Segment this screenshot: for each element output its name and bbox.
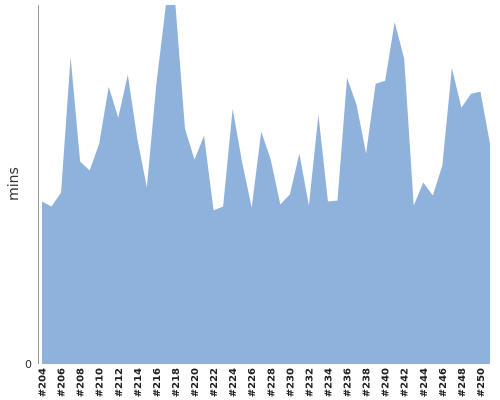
- x-tick-label: #242: [400, 368, 411, 397]
- y-tick-label: 0: [25, 358, 32, 371]
- x-axis-ticks: #204 #206 #208 #210 #212 #214 #216 #218 #220 #222…: [38, 368, 487, 397]
- x-tick-label: #222: [209, 368, 220, 397]
- x-tick-label: #236: [343, 368, 354, 397]
- x-tick-label: #216: [152, 368, 163, 397]
- y-axis-ticks: 0: [25, 358, 32, 371]
- x-tick-label: #246: [438, 368, 449, 397]
- x-tick-label: #210: [95, 368, 106, 397]
- series-area: [42, 5, 490, 364]
- x-tick-label: #244: [419, 368, 430, 397]
- x-tick-label: #250: [476, 368, 487, 397]
- y-axis-title: mins: [6, 167, 22, 201]
- x-tick-label: #230: [285, 368, 296, 397]
- x-tick-label: #238: [362, 368, 373, 397]
- x-tick-label: #240: [381, 368, 392, 397]
- plot-area: [42, 5, 490, 364]
- x-tick-label: #214: [133, 368, 144, 397]
- x-tick-label: #228: [266, 368, 277, 397]
- x-tick-label: #226: [247, 368, 258, 397]
- x-tick-label: #204: [38, 368, 49, 397]
- x-tick-label: #218: [171, 368, 182, 397]
- x-tick-label: #232: [304, 368, 315, 397]
- x-tick-label: #234: [323, 368, 334, 397]
- x-tick-label: #224: [228, 368, 239, 397]
- x-tick-label: #248: [457, 368, 468, 397]
- x-tick-label: #212: [114, 368, 125, 397]
- x-tick-label: #220: [190, 368, 201, 397]
- x-tick-label: #206: [57, 368, 68, 397]
- x-tick-label: #208: [76, 368, 87, 397]
